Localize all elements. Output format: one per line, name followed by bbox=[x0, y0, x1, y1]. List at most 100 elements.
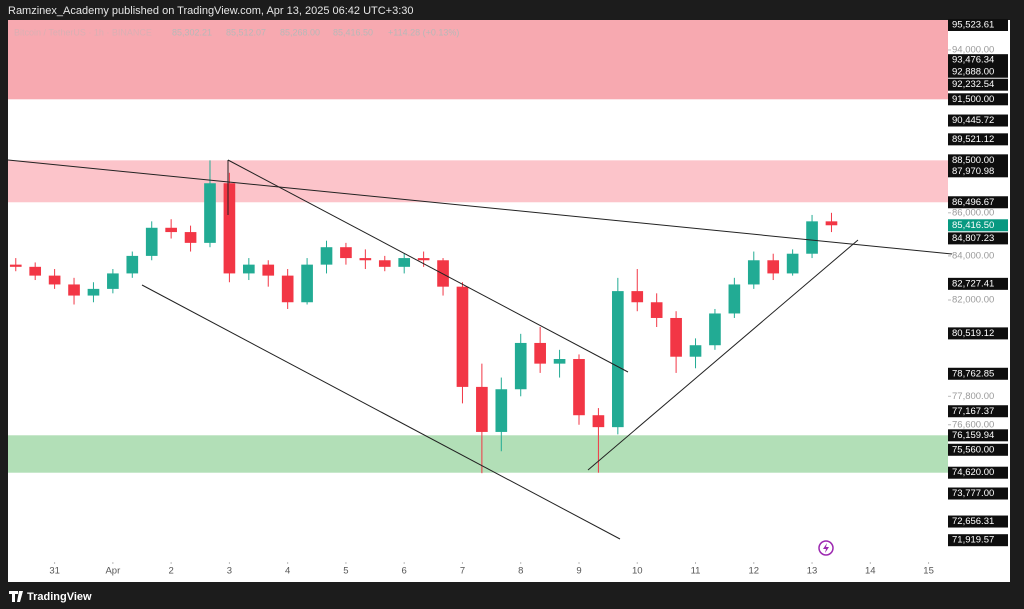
x-tick-label: 12 bbox=[748, 566, 759, 577]
candle-body bbox=[417, 258, 430, 261]
price-label-box bbox=[948, 487, 1008, 500]
price-axis: 94,000.00 86,000.00 84,000.00 82,000.00 77,8… bbox=[49, 19, 1008, 577]
y-tick-label: 82,000.00 bbox=[952, 295, 994, 306]
price-label-box bbox=[948, 443, 1008, 456]
price-label: 88,500.00 bbox=[952, 155, 994, 166]
y-tick-label: 84,000.00 bbox=[952, 250, 994, 261]
candle-body bbox=[747, 260, 760, 285]
legend-close: 85,416.50 bbox=[333, 27, 373, 37]
price-label-box bbox=[948, 327, 1008, 340]
candle-body bbox=[825, 221, 838, 226]
price-label: 87,970.98 bbox=[952, 166, 994, 177]
candle-body bbox=[553, 359, 566, 364]
logo-icon bbox=[9, 591, 23, 602]
price-label-box bbox=[948, 54, 1008, 67]
candle-body bbox=[48, 275, 61, 285]
candle-body bbox=[612, 291, 624, 428]
x-tick-label: 14 bbox=[865, 566, 876, 577]
candle-body bbox=[495, 389, 508, 432]
footer-logo: TradingView bbox=[9, 591, 92, 603]
candle-body bbox=[786, 253, 799, 274]
price-label-box bbox=[948, 133, 1008, 146]
x-tick-label: Apr bbox=[105, 566, 120, 577]
candle-body bbox=[650, 302, 663, 318]
price-label-box bbox=[948, 19, 1008, 31]
y-tick-label: 94,000.00 bbox=[952, 44, 994, 55]
candle-body bbox=[301, 264, 313, 303]
x-tick-label: 6 bbox=[402, 566, 407, 577]
zone bbox=[8, 435, 948, 473]
icon-ring bbox=[818, 540, 834, 556]
candle-body bbox=[806, 221, 818, 254]
x-tick-label: 31 bbox=[49, 566, 60, 577]
candle-body bbox=[631, 291, 644, 303]
price-label-box bbox=[948, 78, 1008, 91]
x-tick-label: 8 bbox=[518, 566, 523, 577]
x-tick-label: 5 bbox=[343, 566, 348, 577]
price-label-box bbox=[948, 93, 1008, 106]
price-label: 89,521.12 bbox=[952, 134, 994, 145]
candle-body bbox=[728, 284, 741, 314]
chart-area bbox=[8, 20, 1010, 582]
price-label: 76,159.94 bbox=[952, 430, 994, 441]
price-label: 93,476.34 bbox=[952, 55, 994, 66]
x-tick-label: 15 bbox=[923, 566, 934, 577]
candle-body bbox=[456, 286, 469, 387]
header-title: Ramzinex_Academy published on TradingVie… bbox=[8, 5, 414, 17]
x-tick-label: 3 bbox=[227, 566, 232, 577]
x-tick-label: 4 bbox=[285, 566, 290, 577]
candle-body bbox=[378, 260, 391, 267]
candle-body bbox=[709, 313, 721, 346]
price-label: 92,888.00 bbox=[952, 66, 994, 77]
price-label: 72,656.31 bbox=[952, 516, 994, 527]
icon-bolt bbox=[823, 543, 829, 553]
x-tick-label: 11 bbox=[691, 566, 701, 577]
x-tick-label: 7 bbox=[460, 566, 465, 577]
candle-body bbox=[281, 275, 294, 303]
candle-body bbox=[107, 273, 119, 289]
candle-body bbox=[9, 264, 22, 267]
price-label-box bbox=[948, 65, 1008, 78]
price-label-box bbox=[948, 515, 1008, 528]
trendlines bbox=[7, 159, 953, 540]
price-label-box bbox=[948, 165, 1008, 178]
candles bbox=[9, 160, 838, 474]
trendline bbox=[141, 284, 621, 540]
price-label: 73,777.00 bbox=[952, 488, 994, 499]
y-tick-label: 77,800.00 bbox=[952, 391, 994, 402]
candle-body bbox=[184, 232, 197, 243]
candle-body bbox=[165, 227, 177, 233]
price-label: 84,807.23 bbox=[952, 233, 994, 244]
legend-low: 85,268.00 bbox=[280, 27, 320, 37]
price-label: 74,620.00 bbox=[952, 467, 994, 478]
price-label-box bbox=[948, 154, 1008, 167]
price-label: 95,523.61 bbox=[952, 20, 994, 31]
zone bbox=[8, 20, 948, 100]
price-label: 80,519.12 bbox=[952, 328, 994, 339]
price-label-box bbox=[948, 534, 1008, 547]
legend: Bitcoin / TetherUS · 1h · BINANCE 85,302… bbox=[14, 27, 459, 37]
candle-body bbox=[87, 288, 100, 296]
candle-body bbox=[476, 386, 488, 432]
candle-body bbox=[262, 264, 275, 276]
price-label-box bbox=[948, 232, 1008, 245]
price-label: 82,727.41 bbox=[952, 278, 994, 289]
y-tick-label: 86,000.00 bbox=[952, 207, 994, 218]
y-tick-label: 76,600.00 bbox=[952, 419, 994, 430]
price-label: 90,445.72 bbox=[952, 115, 994, 126]
price-label-box bbox=[948, 466, 1008, 479]
last-price-box bbox=[948, 219, 1008, 232]
legend-high: 85,512.07 bbox=[226, 27, 266, 37]
price-label-box bbox=[948, 277, 1008, 290]
price-label-box bbox=[948, 367, 1008, 380]
candle-body bbox=[243, 264, 255, 274]
candle-body bbox=[204, 183, 216, 243]
trendline bbox=[7, 159, 953, 255]
candle-body bbox=[767, 260, 780, 274]
x-tick-label: 2 bbox=[168, 566, 173, 577]
candle-body bbox=[223, 183, 236, 274]
x-tick-label: 13 bbox=[807, 566, 818, 577]
price-label: 78,762.85 bbox=[952, 368, 994, 379]
candle-body bbox=[514, 342, 527, 390]
